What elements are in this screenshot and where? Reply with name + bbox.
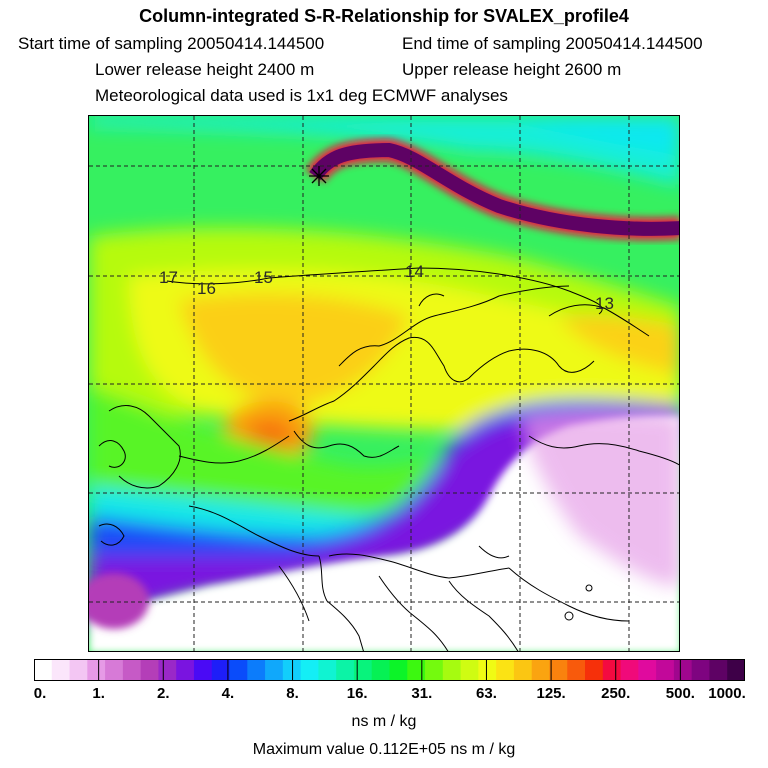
colorbar-swatch xyxy=(371,659,391,681)
colorbar-swatch xyxy=(442,659,462,681)
colorbar-swatch xyxy=(585,659,604,681)
colorbar-swatch xyxy=(193,659,213,681)
colorbar xyxy=(34,659,745,681)
colorbar-swatch xyxy=(602,659,622,681)
colorbar-swatch xyxy=(211,659,231,681)
meteorological-data-label: Meteorological data used is 1x1 deg ECMW… xyxy=(95,86,508,105)
colorbar-label: 0. xyxy=(33,685,47,702)
colorbar-swatch xyxy=(300,659,320,681)
colorbar-label: 63. xyxy=(476,685,497,702)
colorbar-swatch xyxy=(282,659,302,681)
colorbar-swatch xyxy=(656,659,675,681)
colorbar-label: 2. xyxy=(157,685,170,702)
colorbar-label: 16. xyxy=(346,685,368,702)
map-canvas xyxy=(89,116,679,651)
colorbar-label: 4. xyxy=(221,685,235,702)
map-title: Column-integrated S-R-Relationship for S… xyxy=(139,6,629,26)
colorbar-swatch xyxy=(620,659,639,681)
colorbar-label: 125. xyxy=(536,685,566,702)
colorbar-swatch xyxy=(229,659,248,681)
maximum-value-label: Maximum value 0.112E+05 ns m / kg xyxy=(252,741,516,758)
trajectory-label-16: 16 xyxy=(197,279,216,298)
colorbar-swatch xyxy=(549,659,568,681)
colorbar-swatch xyxy=(638,659,657,681)
colorbar-swatch xyxy=(69,659,88,681)
colorbar-label: 31. xyxy=(411,685,433,702)
colorbar-swatch xyxy=(34,659,53,681)
colorbar-swatch xyxy=(353,659,373,681)
colorbar-swatch xyxy=(140,659,160,681)
colorbar-swatch xyxy=(265,659,284,681)
colorbar-label: 500. xyxy=(665,685,695,702)
concentration-field xyxy=(89,116,679,651)
colorbar-swatch xyxy=(425,659,444,681)
release-point-marker xyxy=(309,166,329,186)
lower-release-height-label: Lower release height 2400 m xyxy=(95,60,315,79)
colorbar-swatch xyxy=(567,659,586,681)
colorbar-swatch xyxy=(247,659,266,681)
colorbar-swatch xyxy=(336,659,355,681)
colorbar-label: 1000. xyxy=(708,685,746,702)
colorbar-swatch xyxy=(531,659,551,681)
colorbar-swatch xyxy=(87,659,106,681)
colorbar-label: 250. xyxy=(601,685,631,702)
start-time-label: Start time of sampling 20050414.144500 xyxy=(18,34,325,53)
trajectory-label-15: 15 xyxy=(254,268,273,287)
colorbar-label: 1. xyxy=(92,685,105,702)
colorbar-swatch xyxy=(496,659,515,681)
end-time-label: End time of sampling 20050414.144500 xyxy=(402,34,703,53)
colorbar-swatch xyxy=(122,659,142,681)
colorbar-swatch xyxy=(407,659,426,681)
colorbar-border xyxy=(34,659,745,681)
colorbar-labels: 0. 1. 2. 4. 8. 16. 31. 63. 125. 250. 500. 1000. xyxy=(0,685,768,705)
sensitivity-map: 17 16 15 14 13 xyxy=(88,115,680,652)
colorbar-swatch xyxy=(460,659,479,681)
trajectory-label-17: 17 xyxy=(159,268,178,287)
trajectory-label-14: 14 xyxy=(405,262,424,281)
graticule xyxy=(89,116,679,651)
colorbar-units: ns m / kg xyxy=(351,713,417,730)
colorbar-swatch xyxy=(478,659,497,681)
colorbar-swatch xyxy=(51,659,71,681)
colorbar-swatch xyxy=(158,659,177,681)
trajectory-path xyxy=(166,267,603,315)
colorbar-swatch xyxy=(176,659,195,681)
colorbar-swatch xyxy=(709,659,728,681)
trajectory-label-13: 13 xyxy=(595,294,614,313)
colorbar-swatch xyxy=(105,659,124,681)
colorbar-swatch xyxy=(727,659,745,681)
colorbar-swatch xyxy=(389,659,408,681)
colorbar-swatch xyxy=(691,659,711,681)
colorbar-swatch xyxy=(513,659,533,681)
colorbar-label: 8. xyxy=(286,685,299,702)
upper-release-height-label: Upper release height 2600 m xyxy=(402,60,622,79)
coastlines xyxy=(98,285,679,651)
colorbar-swatch xyxy=(318,659,337,681)
colorbar-swatch xyxy=(673,659,693,681)
